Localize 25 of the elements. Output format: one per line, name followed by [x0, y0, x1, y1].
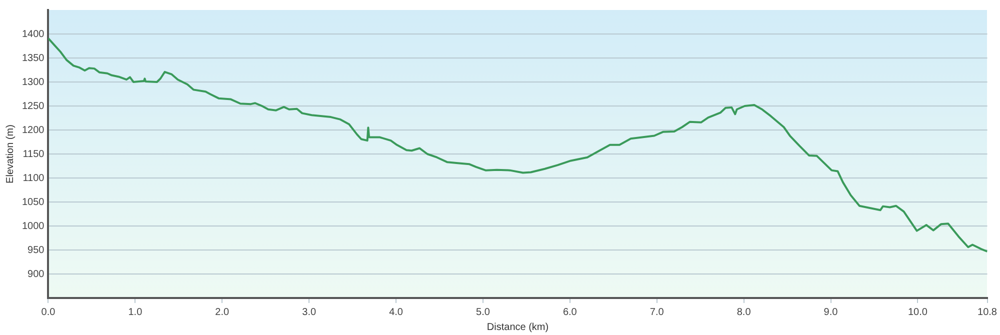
- y-tick-label: 900: [28, 268, 45, 280]
- y-tick-label: 1100: [22, 172, 45, 184]
- x-tick-label: 3.0: [302, 306, 316, 318]
- x-tick-label: 8.0: [736, 306, 752, 318]
- x-tick-label: 4.0: [389, 306, 404, 318]
- y-tick-label: 1350: [22, 52, 45, 64]
- x-tick-label: 10.8: [978, 306, 998, 318]
- x-tick-label: 6.0: [562, 306, 578, 318]
- y-tick-label: 1400: [22, 28, 45, 40]
- x-tick-label: 1.0: [128, 306, 143, 318]
- x-tick-label: 10.0: [908, 306, 928, 318]
- x-tick-label: 5.0: [476, 306, 490, 318]
- y-tick-label: 1000: [22, 220, 45, 232]
- y-tick-label: 1200: [22, 124, 45, 136]
- x-tick-label: 2.0: [215, 306, 230, 318]
- y-tick-label: 1250: [22, 100, 45, 112]
- x-axis-title: Distance (km): [486, 322, 549, 333]
- x-tick-label: 0.0: [41, 306, 56, 318]
- y-tick-label: 950: [28, 244, 45, 256]
- x-tick-label: 9.0: [824, 306, 838, 318]
- y-axis-title: Elevation (m): [4, 124, 16, 184]
- y-tick-label: 1150: [22, 148, 45, 160]
- y-tick-label: 1050: [22, 196, 45, 208]
- y-tick-label: 1300: [22, 76, 45, 88]
- x-tick-label: 7.0: [650, 306, 664, 318]
